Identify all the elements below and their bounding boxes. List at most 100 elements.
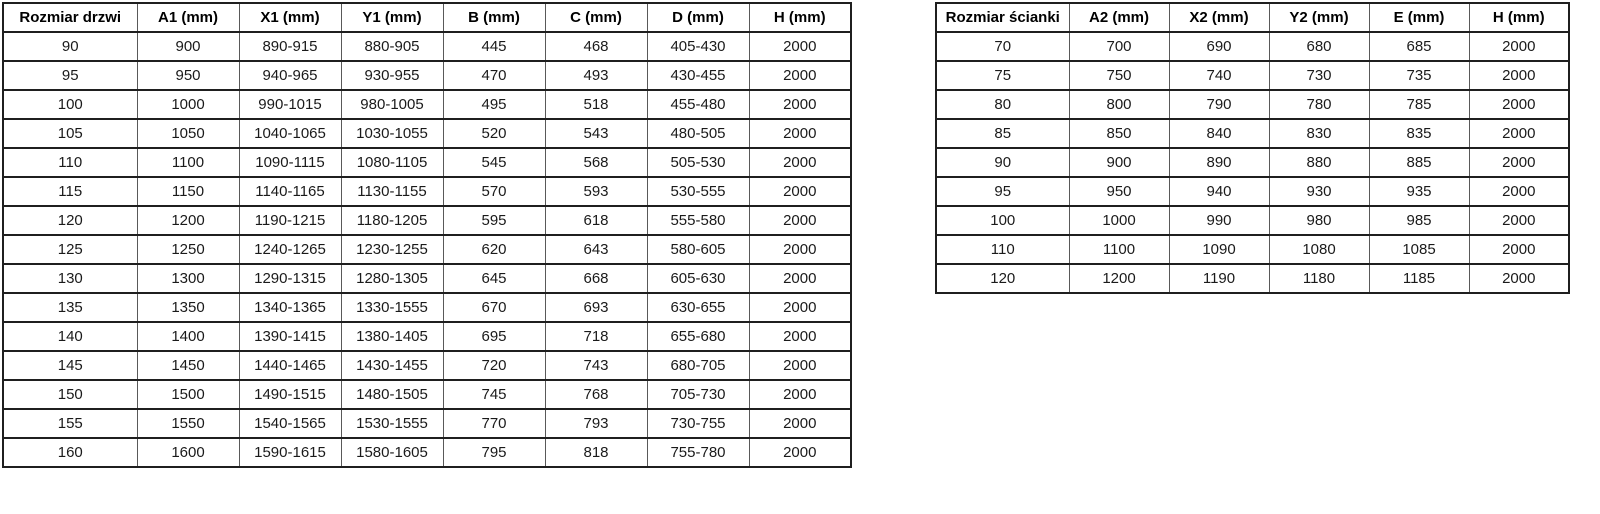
table-cell: 75 [935,60,1070,91]
table-cell: 2000 [748,350,852,381]
table-cell: 593 [544,176,648,207]
table-cell: 2000 [1468,263,1570,294]
table-cell: 980-1005 [340,89,444,120]
table-row: 155 1550 1540-1565 1530-1555 770 793 730-755 20… [2,408,852,439]
table-cell: 580-605 [646,234,750,265]
table-row: 80 800 790 780 785 2000 [935,89,1570,120]
table-row: 140 1400 1390-1415 1380-1405 695 718 655-680 20… [2,321,852,352]
table-cell: 835 [1368,118,1470,149]
table-cell: 1300 [136,263,240,294]
table-cell: 930-955 [340,60,444,91]
wall-dimensions-table: Rozmiar ścianki A2 (mm) X2 (mm) Y2 (mm) E (m… [935,2,1570,294]
table-cell: 1440-1465 [238,350,342,381]
table-cell: 1000 [136,89,240,120]
column-header: E (mm) [1368,2,1470,33]
table-cell: 2000 [1468,31,1570,62]
table-cell: 705-730 [646,379,750,410]
table-cell: 718 [544,321,648,352]
table-cell: 1130-1155 [340,176,444,207]
table-cell: 120 [935,263,1070,294]
table-cell: 793 [544,408,648,439]
table-row: 160 1600 1590-1615 1580-1605 795 818 755-780 20… [2,437,852,468]
table-cell: 1240-1265 [238,234,342,265]
table-cell: 1590-1615 [238,437,342,468]
table-cell: 1380-1405 [340,321,444,352]
table-cell: 680-705 [646,350,750,381]
table-cell: 940 [1168,176,1270,207]
table-cell: 1230-1255 [340,234,444,265]
table-row: 115 1150 1140-1165 1130-1155 570 593 530-555 20… [2,176,852,207]
table-cell: 1250 [136,234,240,265]
table-cell: 1085 [1368,234,1470,265]
table-cell: 2000 [1468,89,1570,120]
table-cell: 730 [1268,60,1370,91]
table-cell: 2000 [748,118,852,149]
table-cell: 645 [442,263,546,294]
table-cell: 1100 [1068,234,1170,265]
table-cell: 100 [935,205,1070,236]
table-row: 120 1200 1190-1215 1180-1205 595 618 555-580 20… [2,205,852,236]
table-cell: 2000 [748,176,852,207]
table-cell: 890 [1168,147,1270,178]
table-cell: 790 [1168,89,1270,120]
table-cell: 455-480 [646,89,750,120]
table-row: 120 1200 1190 1180 1185 2000 [935,263,1570,294]
table-cell: 480-505 [646,118,750,149]
table-cell: 1500 [136,379,240,410]
table-row: 100 1000 990-1015 980-1005 495 518 455-480 2000 [2,89,852,120]
table-cell: 2000 [748,379,852,410]
table-cell: 935 [1368,176,1470,207]
table-cell: 730-755 [646,408,750,439]
column-header: A1 (mm) [136,2,240,33]
table-cell: 743 [544,350,648,381]
table-cell: 110 [2,147,138,178]
table-cell: 1100 [136,147,240,178]
table-cell: 850 [1068,118,1170,149]
table-row: 85 850 840 830 835 2000 [935,118,1570,149]
table-cell: 1180 [1268,263,1370,294]
table-row: 95 950 940-965 930-955 470 493 430-455 2000 [2,60,852,91]
table-row: 95 950 940 930 935 2000 [935,176,1570,207]
table-cell: 2000 [748,89,852,120]
table-cell: 1530-1555 [340,408,444,439]
column-header: B (mm) [442,2,546,33]
column-header: X1 (mm) [238,2,342,33]
table-cell: 690 [1168,31,1270,62]
table-cell: 830 [1268,118,1370,149]
column-header: Y2 (mm) [1268,2,1370,33]
table-cell: 780 [1268,89,1370,120]
table-cell: 2000 [748,147,852,178]
table-cell: 1090-1115 [238,147,342,178]
table-cell: 980 [1268,205,1370,236]
table-cell: 700 [1068,31,1170,62]
table-cell: 693 [544,292,648,323]
table-cell: 2000 [1468,205,1570,236]
table-cell: 2000 [748,31,852,62]
column-header: C (mm) [544,2,648,33]
table-cell: 618 [544,205,648,236]
column-header: H (mm) [748,2,852,33]
table-cell: 795 [442,437,546,468]
table-cell: 518 [544,89,648,120]
table-cell: 880-905 [340,31,444,62]
table-cell: 2000 [1468,234,1570,265]
table-cell: 1090 [1168,234,1270,265]
table-row: 90 900 890 880 885 2000 [935,147,1570,178]
header-row: Rozmiar ścianki A2 (mm) X2 (mm) Y2 (mm) E (m… [935,2,1570,33]
table-cell: 1480-1505 [340,379,444,410]
table-cell: 468 [544,31,648,62]
table-cell: 768 [544,379,648,410]
table-cell: 840 [1168,118,1270,149]
table-cell: 90 [2,31,138,62]
table-cell: 2000 [748,205,852,236]
table-cell: 80 [935,89,1070,120]
table-cell: 695 [442,321,546,352]
table-cell: 630-655 [646,292,750,323]
table-cell: 1330-1555 [340,292,444,323]
table-cell: 105 [2,118,138,149]
table-cell: 70 [935,31,1070,62]
table-cell: 1540-1565 [238,408,342,439]
table-cell: 800 [1068,89,1170,120]
table-cell: 1080-1105 [340,147,444,178]
